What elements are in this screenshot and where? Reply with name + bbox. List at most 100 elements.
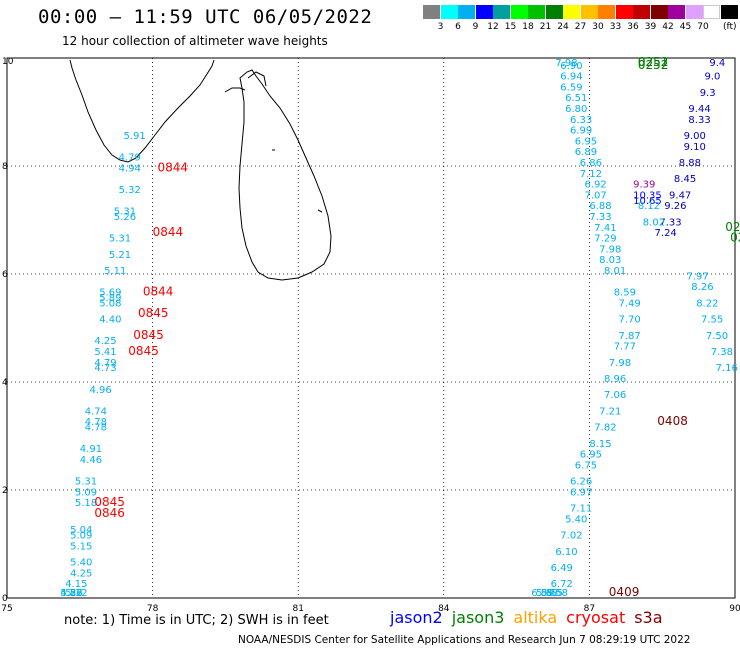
wave-height-value: 7.70 xyxy=(619,315,641,326)
wave-height-value: 5.08 xyxy=(99,298,121,309)
wave-height-value: 7.55 xyxy=(701,315,723,326)
wave-height-value: 6.95 xyxy=(575,136,597,147)
wave-height-value: 8.26 xyxy=(691,282,713,293)
wave-height-value: 7.33 xyxy=(659,217,681,228)
wave-height-value: 4.15 xyxy=(65,579,87,590)
sri-lanka-north-tip xyxy=(247,71,267,87)
x-tick-label: 75 xyxy=(1,604,12,614)
y-tick-label: 6 xyxy=(2,270,8,280)
wave-height-value: 5.09 xyxy=(75,487,97,498)
wave-height-value: 4.74 xyxy=(85,406,107,417)
wave-height-value: 4.91 xyxy=(80,444,102,455)
wave-height-value: 8.45 xyxy=(674,174,696,185)
wave-height-value: 6.97 xyxy=(570,487,592,498)
satellite-legend: jason2 jason3 altika cryosat s3a xyxy=(390,608,672,627)
legend-swatch xyxy=(423,5,440,19)
wave-height-value: 4.79 xyxy=(94,358,116,369)
legend-tick-label: 33 xyxy=(609,22,622,32)
wave-height-value: 4.25 xyxy=(94,336,116,347)
wave-height-value: 6.99 xyxy=(570,126,592,137)
legend-tick-label: 15 xyxy=(504,22,517,32)
legend-tick-label: 70 xyxy=(697,22,709,32)
wave-height-value: 9.00 xyxy=(684,131,706,142)
wave-height-value: 5.41 xyxy=(94,347,116,358)
wave-height-value: 8.96 xyxy=(604,374,626,385)
wave-height-value: 9.4 xyxy=(709,58,725,69)
wave-height-value: 5.26 xyxy=(60,588,82,599)
wave-height-value: 5.89 xyxy=(99,293,121,304)
legend-tick-label: 3 xyxy=(437,22,444,32)
wave-height-value: 6.59 xyxy=(560,82,582,93)
wave-height-value: 7.50 xyxy=(706,331,728,342)
wave-height-value: 9.0 xyxy=(704,72,720,83)
pass-time-label: 0408 xyxy=(657,414,688,428)
legend-tick-label: 6 xyxy=(455,22,461,32)
pass-time-label: 0845 xyxy=(138,306,169,320)
legend-tick-label: 9 xyxy=(472,22,479,32)
satellite-name: jason3 xyxy=(451,608,505,627)
wave-height-value: 7.98 xyxy=(555,58,577,69)
y-tick-label: 2 xyxy=(2,486,8,496)
wave-height-value: 7.97 xyxy=(687,271,709,282)
legend-swatch xyxy=(615,5,633,19)
wave-height-value: 7.41 xyxy=(594,223,616,234)
wave-height-value: 6.88 xyxy=(589,201,611,212)
legend-swatch xyxy=(580,5,598,19)
wave-height-value: 5.40 xyxy=(565,514,587,525)
wave-height-value: 5.69 xyxy=(99,288,121,299)
pass-time-label: 02 xyxy=(725,220,740,234)
pass-time-label: 0252 xyxy=(638,55,669,69)
wave-height-value: 4.78 xyxy=(85,417,107,428)
wave-height-value: 5.38 xyxy=(536,588,558,599)
pass-time-label: 0409 xyxy=(609,585,640,599)
wave-height-value: 7.49 xyxy=(619,298,641,309)
legend-tick-label: 30 xyxy=(592,22,604,32)
wave-height-value: 5.11 xyxy=(104,266,126,277)
legend-swatch xyxy=(510,5,528,19)
wave-height-value: 8.03 xyxy=(599,255,621,266)
wave-height-value: 7.98 xyxy=(599,244,621,255)
legend-tick-label: 24 xyxy=(557,22,569,32)
legend-swatch xyxy=(493,5,510,19)
wave-height-value: 8.15 xyxy=(589,439,611,450)
wave-height-value: 6.51 xyxy=(565,93,587,104)
wave-height-value: 8.02 xyxy=(643,217,665,228)
footnote: note: 1) Time is in UTC; 2) SWH is in fe… xyxy=(64,613,329,628)
coastline xyxy=(69,59,332,281)
pass-time-label: 0846 xyxy=(94,506,125,520)
wave-height-value: 8.01 xyxy=(604,266,626,277)
satellite-name: cryosat xyxy=(566,608,626,627)
wave-height-value: 5.40 xyxy=(70,558,92,569)
legend-unit: (ft) xyxy=(723,22,737,32)
wave-height-value: 4.96 xyxy=(90,385,112,396)
wave-height-value: 10.65 xyxy=(633,196,662,207)
wave-height-value: 5.55 xyxy=(541,588,563,599)
wave-height-value: 5.09 xyxy=(70,531,92,542)
map-frame xyxy=(6,57,736,599)
legend-swatch xyxy=(545,5,563,19)
wave-height-value: 9.47 xyxy=(669,190,691,201)
wave-height-value: 4.57 xyxy=(60,588,82,599)
wave-height-value: 6.90 xyxy=(560,61,582,72)
wave-height-value: 6.58 xyxy=(546,588,568,599)
wave-height-value: 7.29 xyxy=(594,234,616,245)
pass-time-label: 0844 xyxy=(158,160,189,174)
wave-height-value: 6.33 xyxy=(570,115,592,126)
wave-height-value: 5.12 xyxy=(65,588,87,599)
wave-height-value: 9.39 xyxy=(633,180,655,191)
wave-height-value: 7.82 xyxy=(594,423,616,434)
wave-height-value: 4.46 xyxy=(80,455,102,466)
wave-height-value: 8.33 xyxy=(688,115,710,126)
legend-tick-label: 12 xyxy=(487,22,499,32)
pass-time-label: 0845 xyxy=(94,495,125,509)
wave-height-value: 7.02 xyxy=(560,531,582,542)
wave-height-value: 8.88 xyxy=(679,158,701,169)
legend-tick-label: 45 xyxy=(679,22,692,32)
wave-height-value: 5.15 xyxy=(70,541,92,552)
wave-height-value: 9.3 xyxy=(700,88,716,99)
pass-time-label: 0844 xyxy=(153,225,184,239)
wave-height-value: 8.59 xyxy=(614,288,636,299)
legend-swatch xyxy=(458,5,475,19)
legend-tick-label: 18 xyxy=(522,22,534,32)
